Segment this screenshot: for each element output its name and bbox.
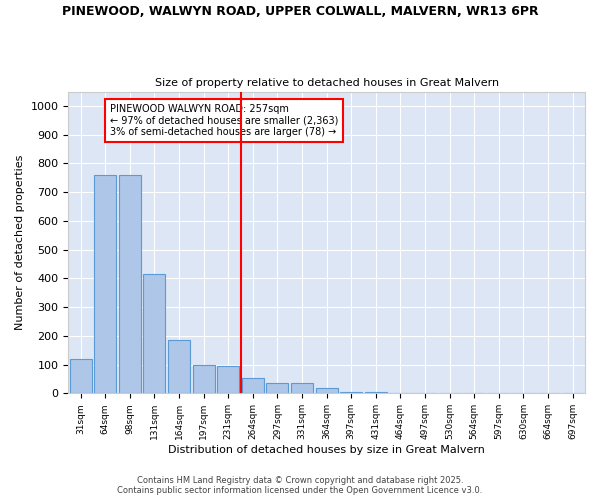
Text: PINEWOOD WALWYN ROAD: 257sqm
← 97% of detached houses are smaller (2,363)
3% of : PINEWOOD WALWYN ROAD: 257sqm ← 97% of de… — [110, 104, 338, 137]
Bar — [70, 359, 92, 394]
Bar — [242, 378, 264, 394]
Bar — [119, 175, 141, 394]
Text: Contains HM Land Registry data © Crown copyright and database right 2025.
Contai: Contains HM Land Registry data © Crown c… — [118, 476, 482, 495]
Bar — [94, 175, 116, 394]
Bar — [389, 393, 412, 394]
Bar — [266, 384, 289, 394]
Bar — [365, 392, 387, 394]
Title: Size of property relative to detached houses in Great Malvern: Size of property relative to detached ho… — [155, 78, 499, 88]
Bar — [291, 384, 313, 394]
X-axis label: Distribution of detached houses by size in Great Malvern: Distribution of detached houses by size … — [168, 445, 485, 455]
Bar — [340, 392, 362, 394]
Bar — [316, 388, 338, 394]
Bar — [143, 274, 166, 394]
Text: PINEWOOD, WALWYN ROAD, UPPER COLWALL, MALVERN, WR13 6PR: PINEWOOD, WALWYN ROAD, UPPER COLWALL, MA… — [62, 5, 538, 18]
Bar — [193, 364, 215, 394]
Y-axis label: Number of detached properties: Number of detached properties — [15, 155, 25, 330]
Bar — [217, 366, 239, 394]
Bar — [168, 340, 190, 394]
